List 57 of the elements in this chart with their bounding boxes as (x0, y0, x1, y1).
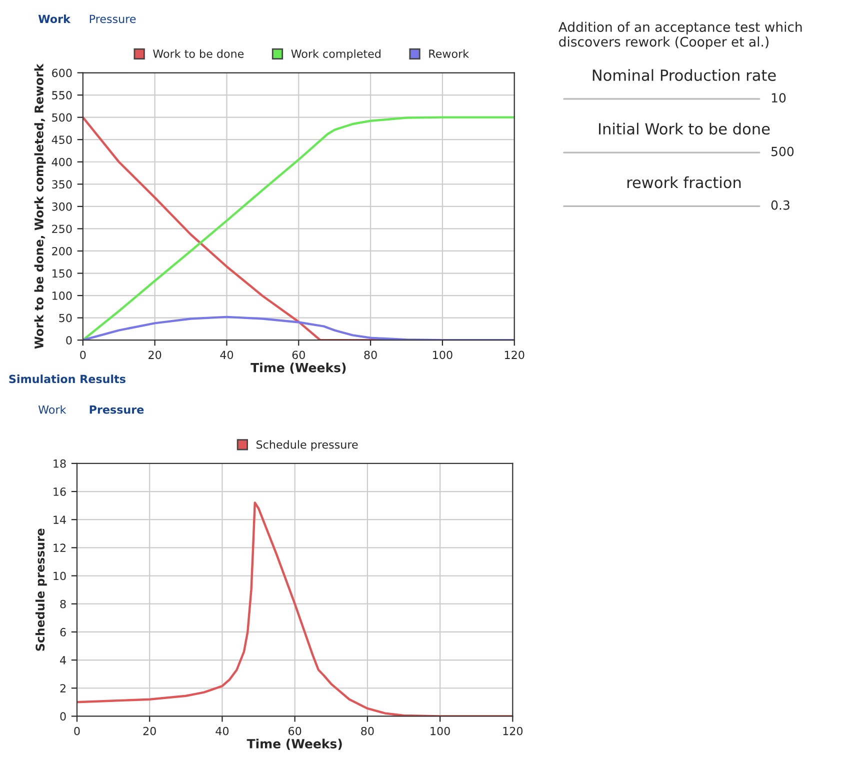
y-tick-label: 600 (52, 68, 72, 78)
text: 500 (772, 146, 794, 156)
x-tick-label: 0 (80, 350, 86, 360)
text: Work (38, 14, 71, 24)
y-axis-title: Schedule pressure (35, 528, 47, 651)
text: Addition of an acceptance test which discovers rework (Cooper et al.) (558, 22, 802, 50)
text: Work (38, 405, 66, 414)
x-axis-title: Time (Weeks) (250, 362, 346, 374)
y-tick-label: 100 (52, 292, 72, 300)
x-tick-label: 60 (292, 350, 305, 360)
y-axis-title: Work to be done, Work completed, Rework (34, 64, 46, 349)
legend-label: Rework (429, 49, 470, 58)
text: Nominal Production rate (592, 69, 776, 81)
y-tick-label: 6 (60, 628, 66, 636)
y-tick-label: 450 (52, 136, 72, 144)
y-tick-label: 200 (52, 246, 72, 256)
x-tick-label: 40 (220, 350, 234, 360)
y-tick-label: 10 (54, 572, 66, 580)
y-tick-label: 500 (52, 113, 72, 122)
x-tick-label: 60 (288, 726, 302, 736)
y-tick-label: 16 (54, 487, 66, 496)
x-tick-label: 120 (504, 350, 524, 360)
text: 10 (772, 93, 786, 103)
text: Pressure (90, 14, 136, 24)
y-tick-label: 400 (52, 158, 72, 166)
y-tick-label: 0 (60, 712, 66, 721)
x-tick-label: 20 (148, 350, 162, 360)
text: 0.3 (771, 200, 790, 210)
x-tick-label: 80 (361, 726, 374, 736)
y-tick-label: 2 (60, 684, 66, 692)
y-tick-label: 350 (52, 180, 72, 189)
y-tick-label: 8 (60, 600, 66, 608)
legend-label: Schedule pressure (256, 440, 358, 451)
text: Simulation Results (9, 374, 126, 384)
y-tick-label: 250 (52, 224, 72, 234)
x-tick-label: 40 (216, 726, 229, 736)
y-tick-label: 18 (54, 459, 66, 468)
x-axis-title: Time (Weeks) (246, 738, 342, 750)
text: Pressure (90, 406, 144, 414)
y-tick-label: 50 (59, 314, 72, 322)
text: rework fraction (627, 176, 741, 188)
legend-label: Work to be done (153, 49, 244, 58)
legend-label: Work completed (291, 49, 380, 60)
y-tick-label: 14 (54, 516, 66, 524)
x-tick-label: 100 (430, 726, 450, 736)
y-tick-label: 12 (54, 544, 66, 552)
x-tick-label: 120 (503, 726, 523, 736)
y-tick-label: 550 (52, 91, 72, 100)
x-tick-label: 20 (143, 726, 156, 736)
x-tick-label: 80 (364, 350, 377, 360)
y-tick-label: 4 (60, 656, 66, 664)
y-tick-label: 0 (66, 336, 72, 344)
x-tick-label: 0 (74, 726, 80, 736)
y-tick-label: 300 (52, 202, 72, 211)
text: Initial Work to be done (599, 122, 770, 135)
x-tick-label: 100 (433, 350, 452, 360)
y-tick-label: 150 (52, 269, 72, 278)
